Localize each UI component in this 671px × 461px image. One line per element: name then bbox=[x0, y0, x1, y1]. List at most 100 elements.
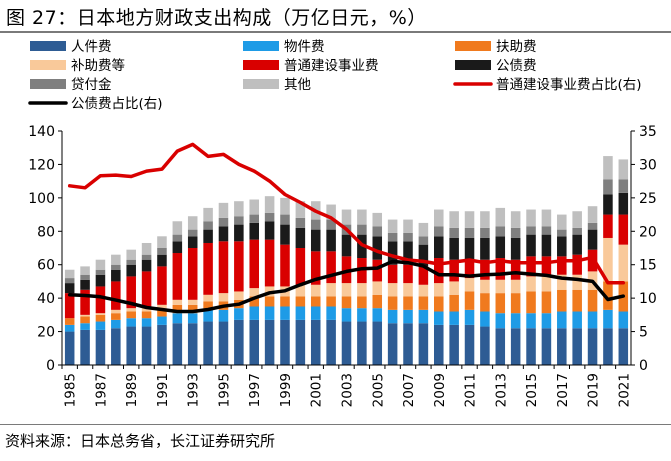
bar-segment bbox=[587, 222, 598, 230]
bar-segment bbox=[526, 226, 536, 235]
bar-segment bbox=[357, 296, 367, 309]
y-left-tick-label: 60 bbox=[37, 258, 55, 274]
bar-segment bbox=[526, 313, 536, 329]
bar-segment bbox=[557, 289, 567, 312]
legend-swatch bbox=[243, 41, 279, 51]
bar-segment bbox=[387, 283, 398, 297]
bar-segment bbox=[310, 306, 321, 320]
x-tick-label: 2013 bbox=[493, 373, 509, 407]
legend-swatch bbox=[455, 60, 491, 70]
legend-label: 贷付金 bbox=[71, 77, 112, 93]
bar-segment bbox=[449, 281, 459, 295]
bar-segment bbox=[495, 226, 506, 237]
bar-segment bbox=[280, 224, 290, 245]
bar-segment bbox=[64, 318, 75, 325]
bar-segment bbox=[80, 289, 90, 315]
bar-segment bbox=[95, 286, 106, 314]
bar-segment bbox=[357, 224, 367, 235]
bar-segment bbox=[464, 259, 475, 279]
bar-segment bbox=[326, 251, 336, 284]
bar-segment bbox=[249, 239, 259, 289]
bar-segment bbox=[557, 328, 567, 365]
bar-segment bbox=[64, 283, 75, 294]
bar-segment bbox=[157, 248, 167, 255]
bar-segment bbox=[264, 306, 275, 320]
bar-segment bbox=[80, 274, 90, 280]
bar-segment bbox=[249, 296, 259, 307]
bar-segment bbox=[480, 311, 490, 327]
bar-segment bbox=[341, 234, 352, 257]
legend-swatch bbox=[30, 41, 66, 51]
title-divider bbox=[0, 31, 671, 33]
bar-segment bbox=[357, 258, 367, 284]
bar-segment bbox=[172, 304, 183, 314]
bar-segment bbox=[295, 217, 306, 228]
bar-segment bbox=[480, 237, 490, 260]
bar-segment bbox=[280, 214, 290, 225]
bar-segment bbox=[187, 229, 198, 237]
bar-segment bbox=[80, 279, 90, 290]
bar-segment bbox=[280, 296, 290, 307]
bar-segment bbox=[310, 296, 321, 307]
legend-swatch bbox=[243, 60, 279, 70]
bar-segment bbox=[618, 159, 629, 180]
bar-segment bbox=[495, 279, 506, 294]
bar-segment bbox=[172, 313, 183, 324]
bar-segment bbox=[403, 232, 413, 242]
x-tick-label: 2007 bbox=[401, 373, 417, 407]
bar-segment bbox=[572, 234, 582, 255]
bar-segment bbox=[449, 294, 459, 312]
bar-segment bbox=[157, 254, 167, 267]
bar-segment bbox=[295, 296, 306, 307]
bar-segment bbox=[326, 204, 336, 220]
bar-segment bbox=[387, 232, 398, 242]
x-tick-label: 1989 bbox=[124, 373, 140, 407]
bar-segment bbox=[372, 281, 383, 295]
bar-segment bbox=[187, 299, 198, 305]
bar-segment bbox=[403, 241, 413, 265]
x-tick-label: 2009 bbox=[432, 373, 448, 407]
bar-segment bbox=[280, 306, 290, 320]
bar-segment bbox=[80, 323, 90, 330]
bar-segment bbox=[249, 222, 259, 240]
bar-segment bbox=[372, 212, 383, 227]
chart-title: 图 27：日本地方财政支出构成（万亿日元，%） bbox=[6, 7, 427, 29]
bar-segment bbox=[449, 259, 459, 282]
line-series bbox=[67, 259, 626, 314]
bar-segment bbox=[618, 311, 629, 329]
bar-segment bbox=[618, 179, 629, 193]
bar-segment bbox=[557, 214, 567, 230]
y-right-tick-label: 25 bbox=[639, 191, 657, 207]
bar-segment bbox=[572, 328, 582, 365]
bar-segment bbox=[418, 222, 429, 237]
bar-segment bbox=[434, 226, 444, 237]
bar-segment bbox=[234, 216, 244, 225]
bar-segment bbox=[111, 264, 121, 270]
bar-segment bbox=[434, 324, 444, 365]
bar-segment bbox=[464, 291, 475, 310]
bar-segment bbox=[510, 227, 521, 238]
bar-segment bbox=[326, 219, 336, 230]
y-right-tick-label: 0 bbox=[639, 358, 648, 374]
bar-segment bbox=[603, 281, 613, 310]
bar-segment bbox=[434, 258, 444, 284]
bar-segment bbox=[372, 294, 383, 309]
y-right-tick-label: 10 bbox=[639, 291, 657, 307]
bar-segment bbox=[464, 227, 475, 238]
bar-segment bbox=[95, 313, 106, 315]
bar-segment bbox=[418, 323, 429, 365]
legend-label: 人件费 bbox=[71, 39, 112, 55]
bar-segment bbox=[387, 309, 398, 324]
bar-segment bbox=[295, 306, 306, 320]
bar-segment bbox=[218, 202, 229, 218]
bar-segment bbox=[526, 256, 536, 277]
footer-divider bbox=[0, 424, 671, 425]
bar-segment bbox=[449, 324, 459, 365]
bar-segment bbox=[64, 269, 75, 279]
bar-segment bbox=[64, 293, 75, 319]
bar-segment bbox=[157, 316, 167, 325]
bar-segment bbox=[64, 278, 75, 284]
bar-segment bbox=[495, 293, 506, 314]
bar-segment bbox=[418, 244, 429, 267]
